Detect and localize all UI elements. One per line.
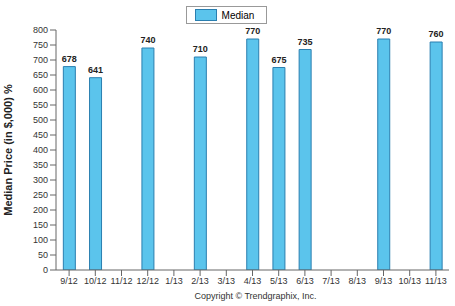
svg-text:750: 750 xyxy=(33,40,48,50)
svg-text:9/12: 9/12 xyxy=(60,276,78,286)
svg-text:678: 678 xyxy=(62,54,77,64)
svg-text:550: 550 xyxy=(33,100,48,110)
svg-text:150: 150 xyxy=(33,220,48,230)
svg-text:735: 735 xyxy=(298,37,313,47)
svg-text:350: 350 xyxy=(33,160,48,170)
svg-text:710: 710 xyxy=(193,44,208,54)
svg-text:0: 0 xyxy=(43,265,48,275)
svg-text:770: 770 xyxy=(376,26,391,36)
svg-text:11/12: 11/12 xyxy=(111,276,133,286)
svg-text:5/13: 5/13 xyxy=(270,276,288,286)
svg-text:1/13: 1/13 xyxy=(165,276,183,286)
svg-text:6/13: 6/13 xyxy=(296,276,314,286)
svg-text:770: 770 xyxy=(245,26,260,36)
svg-text:400: 400 xyxy=(33,145,48,155)
svg-text:641: 641 xyxy=(88,65,103,75)
svg-text:700: 700 xyxy=(33,55,48,65)
svg-text:8/13: 8/13 xyxy=(349,276,367,286)
svg-text:Median Price (in $,000) %: Median Price (in $,000) % xyxy=(8,84,14,216)
svg-text:10/13: 10/13 xyxy=(398,276,421,286)
svg-text:100: 100 xyxy=(33,235,48,245)
svg-text:4/13: 4/13 xyxy=(244,276,262,286)
svg-text:11/13: 11/13 xyxy=(425,276,447,286)
svg-text:800: 800 xyxy=(33,25,48,35)
svg-text:200: 200 xyxy=(33,205,48,215)
svg-text:500: 500 xyxy=(33,115,48,125)
svg-text:600: 600 xyxy=(33,85,48,95)
svg-text:760: 760 xyxy=(429,29,444,39)
svg-text:12/12: 12/12 xyxy=(136,276,159,286)
svg-text:250: 250 xyxy=(33,190,48,200)
svg-text:10/12: 10/12 xyxy=(84,276,107,286)
svg-text:740: 740 xyxy=(140,35,155,45)
svg-text:2/13: 2/13 xyxy=(191,276,209,286)
svg-text:50: 50 xyxy=(38,250,48,260)
svg-text:9/13: 9/13 xyxy=(375,276,393,286)
svg-text:3/13: 3/13 xyxy=(218,276,236,286)
html-text:Median: Median xyxy=(221,9,255,21)
svg-text:300: 300 xyxy=(33,175,48,185)
svg-text:675: 675 xyxy=(271,55,286,65)
svg-text:650: 650 xyxy=(33,70,48,80)
html-text:Copyright © Trendgraphix, Inc.: Copyright © Trendgraphix, Inc. xyxy=(194,291,317,301)
svg-text:7/13: 7/13 xyxy=(322,276,340,286)
svg-text:450: 450 xyxy=(33,130,48,140)
